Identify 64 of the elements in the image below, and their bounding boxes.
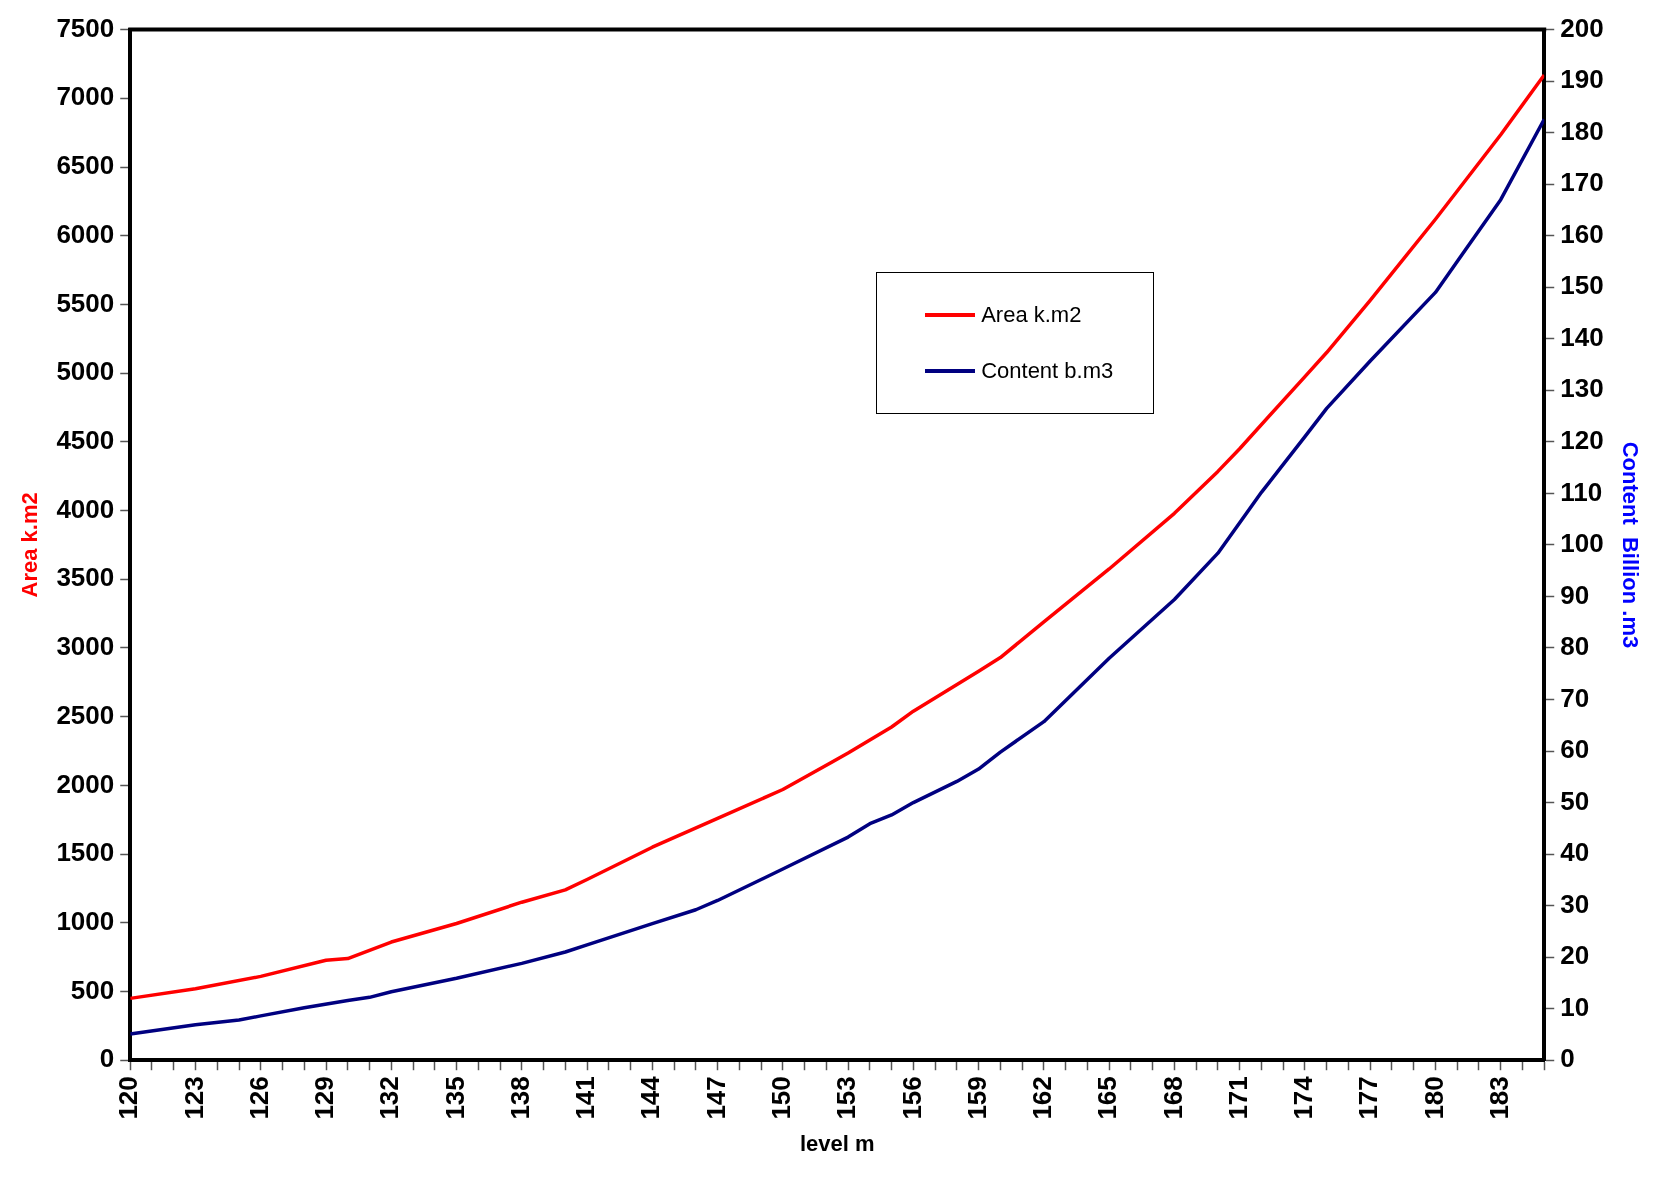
x-tick-label: 156 xyxy=(896,1076,927,1120)
x-tick-label: 150 xyxy=(766,1076,797,1120)
y2-tick-label: 90 xyxy=(1560,579,1590,610)
y-tick-label: 0 xyxy=(99,1043,115,1074)
y2-tick-label: 70 xyxy=(1560,682,1590,713)
x-tick-label: 159 xyxy=(961,1076,992,1120)
y-tick-label: 2000 xyxy=(56,768,115,799)
y2-tick-label: 130 xyxy=(1560,373,1604,404)
x-tick-label: 177 xyxy=(1353,1076,1384,1120)
y-tick-label: 7500 xyxy=(56,12,115,43)
x-tick-label: 168 xyxy=(1157,1076,1188,1120)
y2-tick-label: 10 xyxy=(1560,991,1590,1022)
y-tick-label: 6500 xyxy=(56,150,115,181)
y-tick-label: 1500 xyxy=(56,837,115,868)
y-tick-label: 4500 xyxy=(56,425,115,456)
x-tick-label: 135 xyxy=(439,1076,470,1120)
x-tick-label: 162 xyxy=(1027,1076,1058,1120)
y2-tick-label: 140 xyxy=(1560,321,1604,352)
y2-tick-label: 190 xyxy=(1560,64,1604,95)
y2-tick-label: 100 xyxy=(1560,528,1604,559)
y2-tick-label: 150 xyxy=(1560,270,1604,301)
y2-tick-label: 160 xyxy=(1560,218,1604,249)
y-tick-label: 3000 xyxy=(56,631,115,662)
y-tick-label: 4000 xyxy=(56,493,115,524)
x-tick-label: 171 xyxy=(1222,1076,1253,1120)
y-tick-label: 6000 xyxy=(56,218,115,249)
legend-label: Area k.m2 xyxy=(981,301,1082,328)
y2-tick-label: 30 xyxy=(1560,888,1590,919)
legend-label: Content b.m3 xyxy=(981,357,1114,384)
y-tick-label: 7000 xyxy=(56,81,115,112)
y-tick-label: 1000 xyxy=(56,905,115,936)
y2-tick-label: 120 xyxy=(1560,425,1604,456)
y2-axis-title: Content Billion .m3 xyxy=(1617,441,1643,649)
y2-tick-label: 110 xyxy=(1560,476,1603,507)
y-axis-title: Area k.m2 xyxy=(17,492,43,598)
y2-tick-label: 80 xyxy=(1560,631,1590,662)
x-tick-label: 138 xyxy=(504,1076,535,1120)
x-tick-label: 120 xyxy=(113,1076,144,1120)
y-tick-label: 500 xyxy=(70,974,115,1005)
x-tick-label: 132 xyxy=(374,1076,405,1120)
y-tick-label: 5500 xyxy=(56,287,115,318)
y-tick-label: 3500 xyxy=(56,562,115,593)
x-tick-label: 123 xyxy=(178,1076,209,1120)
y2-tick-label: 20 xyxy=(1560,940,1590,971)
x-tick-label: 174 xyxy=(1288,1075,1319,1120)
y2-tick-label: 40 xyxy=(1560,837,1590,868)
x-tick-label: 147 xyxy=(700,1076,731,1120)
y2-tick-label: 200 xyxy=(1560,12,1604,43)
x-tick-label: 180 xyxy=(1418,1076,1449,1120)
x-axis-title: level m xyxy=(799,1130,875,1156)
x-tick-label: 126 xyxy=(243,1076,274,1120)
x-tick-label: 153 xyxy=(831,1076,862,1120)
y2-tick-label: 60 xyxy=(1560,734,1590,765)
x-tick-label: 129 xyxy=(309,1076,340,1120)
x-tick-label: 183 xyxy=(1483,1076,1514,1120)
y-tick-label: 5000 xyxy=(56,356,115,387)
x-tick-label: 141 xyxy=(570,1076,601,1120)
y2-tick-label: 50 xyxy=(1560,785,1590,816)
y2-tick-label: 170 xyxy=(1560,167,1604,198)
y2-tick-label: 180 xyxy=(1560,115,1604,146)
x-tick-label: 165 xyxy=(1092,1076,1123,1120)
y-tick-label: 2500 xyxy=(56,699,115,730)
y2-tick-label: 0 xyxy=(1560,1043,1575,1074)
x-tick-label: 144 xyxy=(635,1075,666,1120)
